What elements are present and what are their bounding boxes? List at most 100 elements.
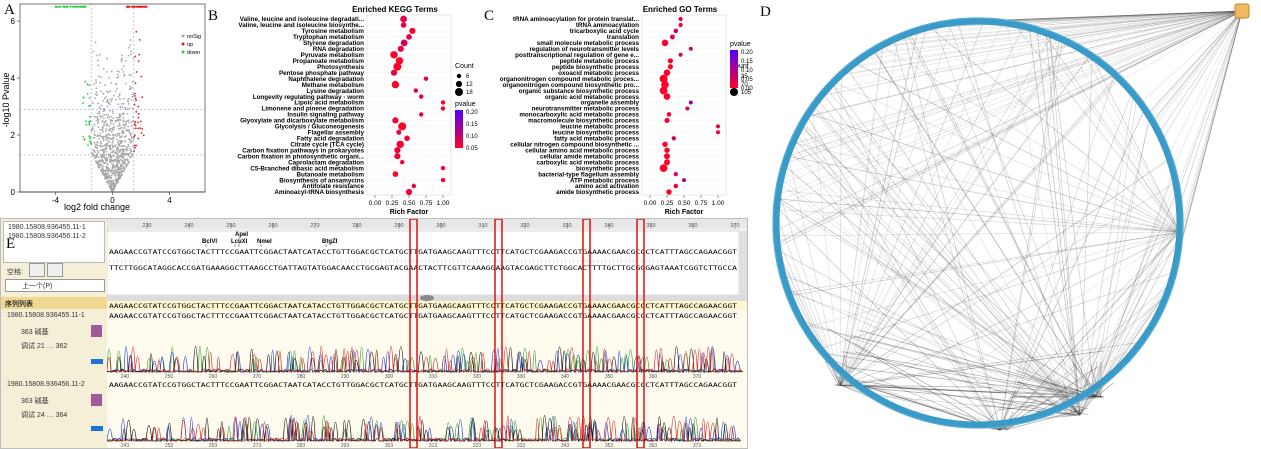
volcano-point [114,145,116,147]
volcano-point [126,145,128,148]
volcano-point [72,5,74,8]
volcano-point [106,160,109,163]
volcano-point [127,154,130,157]
zoom-out-button[interactable] [29,263,45,277]
category-label: C5-Branched dibasic acid metabolism [250,165,364,172]
volcano-point [101,145,104,148]
trace-tick-label: 363 [649,443,658,448]
trace2-name[interactable]: 1980.15808.936456.11-2 [7,381,85,388]
volcano-point [99,166,101,169]
volcano-point [133,103,136,106]
data-point [716,130,720,135]
category-label: translation [607,34,639,41]
volcano-point [93,83,96,86]
volcano-point [134,127,137,130]
network-edge [1089,364,1102,398]
network-edge [811,107,1081,416]
zoom-in-button[interactable] [47,263,63,277]
network-edge [832,82,1081,416]
volcano-point [99,135,102,138]
network-edge [994,10,1243,22]
volcano-point [118,162,121,164]
sample-entry-2[interactable]: 1980.15808.936456.11-2 [8,233,86,240]
network-edge [1176,10,1243,189]
category-label: Carbon fixation in photosynthetic organi… [237,153,364,160]
volcano-point [110,169,113,172]
legend-count-value: 6 [466,74,470,80]
volcano-point [121,159,124,162]
network-edge [1149,10,1243,117]
legend-pvalue-value: 0.20 [466,110,478,116]
volcano-point [88,120,90,123]
volcano-point [119,150,122,153]
network-edge [782,274,1096,398]
network-edge [777,198,1181,233]
network-edge [1177,10,1243,195]
network-edge [1091,55,1181,233]
x-tick-label: 0.25 [386,200,399,207]
volcano-point [121,54,123,57]
volcano-point [99,107,102,110]
splitter-handle[interactable] [420,295,434,301]
volcano-point [98,112,101,115]
volcano-point [132,93,135,96]
volcano-point [109,127,112,130]
volcano-point [111,110,114,113]
network-edge [789,231,1181,296]
network-edge [847,367,1099,398]
sample-entry-1[interactable]: 1980.15808.936455.11-1 [8,224,86,231]
top-list: 1980.15808.936455.11-1 1980.15808.936456… [3,221,105,263]
x-tick-label: 0.00 [369,200,382,207]
volcano-point [114,173,117,176]
network-edge [1034,28,1181,233]
nav-select-label: 上一个(P) [22,283,53,290]
category-label: Flagellar assembly [308,130,365,137]
trace-tick-label: 260 [209,374,218,380]
category-label: Biosynthesis of ansamycins [279,177,364,184]
volcano-point [133,150,135,153]
category-label: Limonene and pinene degradation [261,106,364,113]
volcano-point [124,59,127,62]
volcano-point [94,41,97,44]
network-edge [786,10,1243,160]
panel-label-d: D [760,4,771,20]
network-edge [1173,10,1243,272]
volcano-point [109,182,112,184]
volcano-point [133,123,136,126]
y-tick-label: 0 [11,188,16,197]
trace1-name[interactable]: 1980.15808.936455.11-1 [7,312,85,319]
trace-tick-label: 270 [253,374,262,380]
volcano-point [130,74,133,77]
volcano-point [129,147,132,150]
network-edge [823,352,1096,398]
category-label: organic substance biosynthetic process [519,88,640,95]
category-label: cellular nitrogen compound biosynthetic … [510,141,639,148]
volcano-point [142,134,145,137]
volcano-point [94,97,97,99]
volcano-point [127,100,129,103]
volcano-point [122,162,125,165]
volcano-point [93,115,96,118]
ruler-label: 360 [688,223,697,229]
volcano-point [128,138,131,141]
network-edge [1079,117,1151,416]
network-edge [1079,94,1134,416]
volcano-point [88,105,90,107]
nav-select[interactable]: 上一个(P) [5,279,105,292]
x-tick-label: 1.00 [437,200,450,207]
ruler-label: 310 [478,223,487,229]
volcano-point [108,141,111,144]
volcano-point [123,97,125,100]
volcano-point [121,129,124,132]
volcano-point [122,157,125,160]
vertical-scrollbar[interactable] [739,231,747,295]
volcano-point [119,136,122,139]
volcano-point [103,156,105,159]
network-edge [904,34,1001,431]
mutation-highlight-box [409,219,418,448]
volcano-point [137,121,139,124]
volcano-point [109,134,112,137]
volcano-point [104,144,107,146]
volcano-point [96,94,98,97]
network-edge [1179,10,1243,241]
